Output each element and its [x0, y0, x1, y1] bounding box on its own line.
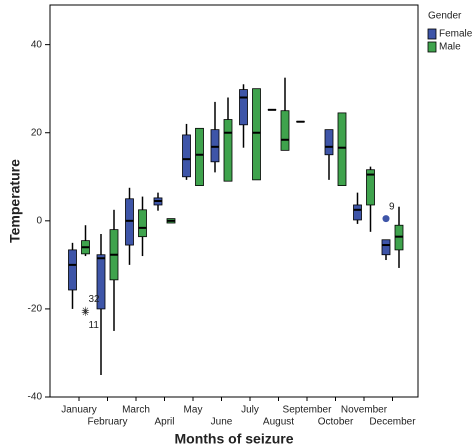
y-axis-title: Temperature — [7, 159, 23, 243]
legend-swatch — [427, 28, 437, 40]
x-axis-title: Months of seizure — [174, 431, 293, 447]
box — [337, 112, 347, 186]
outlier: ✳ — [81, 306, 89, 317]
x-tick-label: February — [87, 417, 127, 428]
box — [239, 89, 248, 126]
y-tick-label: 0 — [36, 215, 42, 226]
box — [353, 204, 362, 221]
box — [210, 129, 220, 163]
plot-frame — [49, 4, 419, 398]
x-tick-label: November — [341, 405, 388, 416]
x-tick-label: August — [263, 417, 294, 428]
box — [280, 110, 290, 151]
x-tick-label: June — [211, 417, 233, 428]
y-tick-label: -40 — [28, 392, 43, 403]
x-tick-label: October — [318, 417, 354, 428]
outlier-label: 32 — [89, 294, 101, 305]
legend-label: Female — [439, 29, 473, 40]
outlier — [382, 215, 390, 223]
box — [381, 239, 391, 256]
x-tick-label: March — [122, 405, 150, 416]
box — [223, 119, 233, 182]
box — [195, 127, 204, 186]
box — [324, 129, 334, 156]
box — [252, 88, 261, 181]
legend-swatch — [427, 41, 437, 53]
outlier-label: 11 — [89, 320, 100, 331]
box — [366, 169, 375, 206]
x-tick-label: April — [154, 417, 174, 428]
legend-title: Gender — [428, 11, 462, 22]
x-tick-label: July — [241, 405, 259, 416]
y-tick-label: 40 — [31, 39, 43, 50]
y-tick-label: -20 — [28, 304, 43, 315]
box — [96, 254, 106, 310]
box — [182, 134, 191, 178]
x-tick-label: September — [283, 405, 333, 416]
x-tick-label: May — [184, 405, 203, 416]
outlier: ✳ — [81, 308, 89, 319]
x-tick-label: December — [369, 417, 416, 428]
y-tick-label: 20 — [31, 127, 43, 138]
box — [68, 249, 77, 291]
legend-label: Male — [439, 42, 461, 53]
outlier-label: 9 — [389, 201, 395, 212]
x-tick-label: January — [61, 405, 97, 416]
box — [125, 198, 134, 246]
box — [138, 209, 147, 238]
